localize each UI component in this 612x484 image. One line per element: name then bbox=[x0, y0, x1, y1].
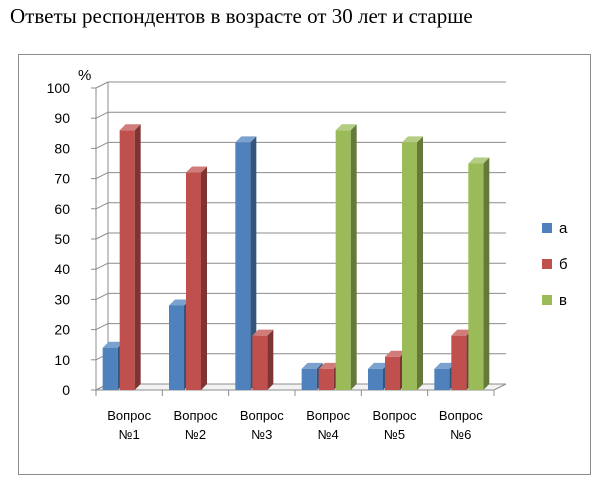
x-category-label: Вопрос bbox=[306, 408, 350, 423]
gridline-side bbox=[95, 232, 109, 240]
legend-label-а: а bbox=[559, 220, 568, 237]
y-tick-label: 70 bbox=[54, 171, 70, 187]
y-tick-label: 40 bbox=[54, 261, 70, 277]
y-tick-label: 30 bbox=[54, 291, 70, 307]
bar-в-4 bbox=[335, 124, 357, 390]
chart-frame bbox=[18, 54, 591, 475]
y-tick-label: 10 bbox=[54, 352, 70, 368]
legend: а б в bbox=[542, 220, 568, 309]
gridline-side bbox=[95, 202, 109, 210]
legend-label-б: б bbox=[559, 256, 568, 273]
axes bbox=[91, 82, 507, 396]
y-tick-label: 60 bbox=[54, 201, 70, 217]
legend-swatch-в bbox=[542, 295, 552, 305]
x-category-label: №4 bbox=[318, 427, 339, 442]
chart-title: Ответы респондентов в возрасте от 30 лет… bbox=[10, 4, 473, 28]
y-tick-label: 50 bbox=[54, 231, 70, 247]
bar-б-1 bbox=[119, 124, 141, 390]
category-labels: Вопрос №1 Вопрос №2 Вопрос №3 Вопрос №4 Вопрос №5… bbox=[107, 408, 483, 442]
x-category-label: Вопрос bbox=[240, 408, 284, 423]
x-category-label: Вопрос bbox=[439, 408, 483, 423]
y-tick-label: 100 bbox=[47, 80, 71, 96]
y-tick-label: 0 bbox=[62, 382, 70, 398]
y-axis-unit-label: % bbox=[78, 67, 91, 84]
y-tick-labels: 0 10 20 30 40 50 60 70 80 90 100 bbox=[47, 80, 71, 398]
gridline-side bbox=[95, 81, 109, 89]
legend-swatch-б bbox=[542, 259, 552, 269]
gridline-side bbox=[95, 111, 109, 119]
y-tick-label: 20 bbox=[54, 322, 70, 338]
y-tick-label: 90 bbox=[54, 110, 70, 126]
legend-swatch-а bbox=[542, 223, 552, 233]
x-category-label: Вопрос bbox=[107, 408, 151, 423]
gridline-side bbox=[95, 292, 109, 300]
bar-б-3 bbox=[252, 329, 274, 390]
legend-label-в: в bbox=[559, 292, 567, 309]
bars bbox=[102, 124, 490, 390]
x-category-label: №3 bbox=[251, 427, 272, 442]
gridlines bbox=[95, 81, 506, 391]
gridline-side bbox=[95, 323, 109, 331]
gridline-side bbox=[95, 141, 109, 149]
x-category-label: №6 bbox=[450, 427, 471, 442]
x-category-label: №2 bbox=[185, 427, 206, 442]
x-category-label: №5 bbox=[384, 427, 405, 442]
bar-б-2 bbox=[186, 166, 207, 390]
x-category-label: №1 bbox=[119, 427, 140, 442]
bar-в-6 bbox=[468, 157, 490, 390]
gridline-side bbox=[95, 172, 109, 180]
gridline-side bbox=[95, 262, 109, 270]
x-category-label: Вопрос bbox=[373, 408, 417, 423]
bar-в-5 bbox=[402, 136, 423, 390]
bar-а-3 bbox=[235, 136, 257, 390]
y-tick-label: 80 bbox=[54, 140, 70, 156]
x-category-label: Вопрос bbox=[174, 408, 218, 423]
